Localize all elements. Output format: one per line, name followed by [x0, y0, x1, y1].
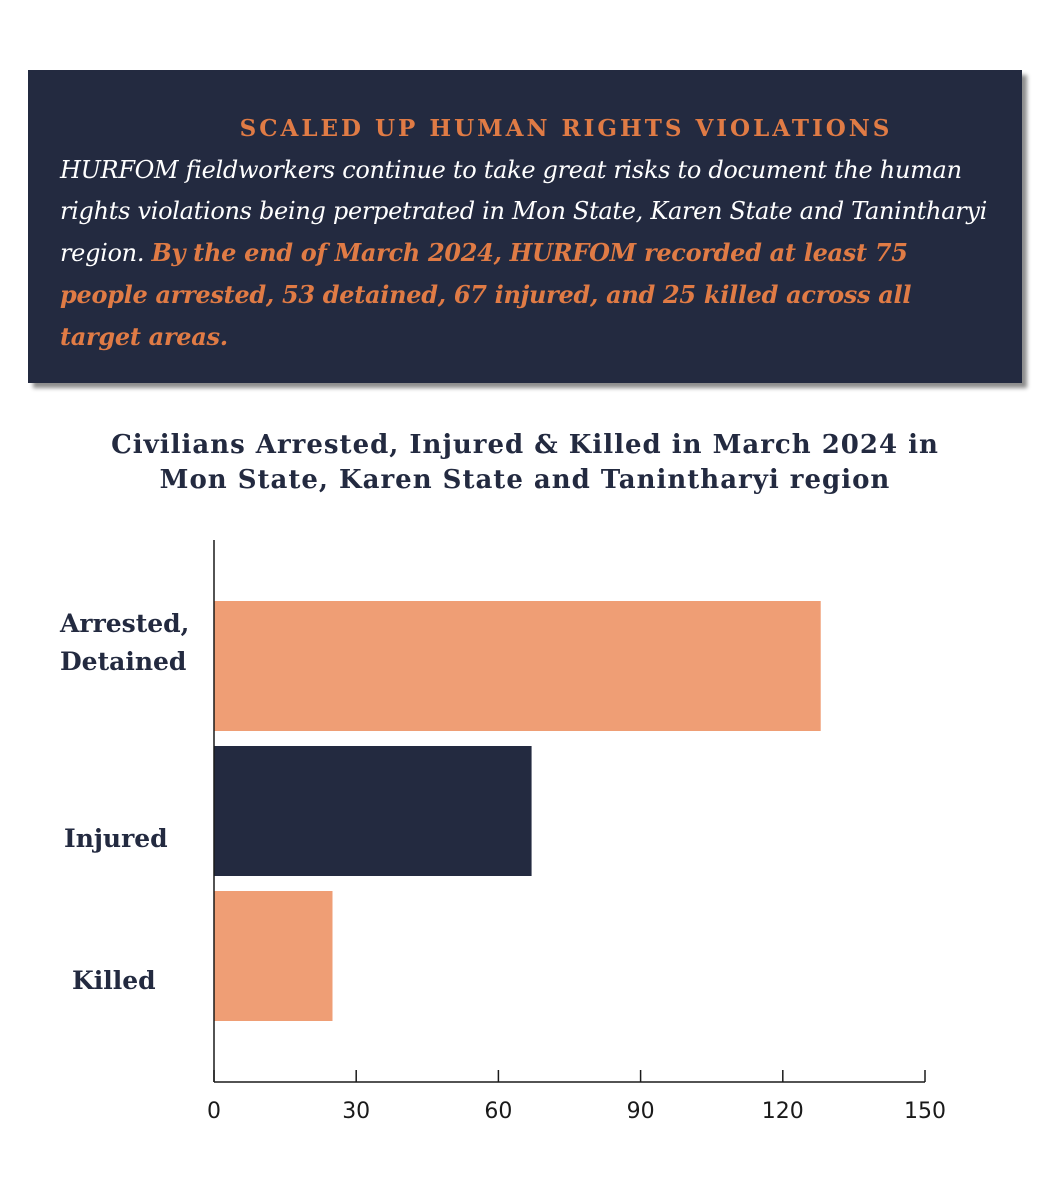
- x-tick-label-30: 30: [342, 1099, 370, 1124]
- info-box-text: HURFOM fieldworkers continue to take gre…: [60, 150, 992, 358]
- chart-title: Civilians Arrested, Injured & Killed in …: [0, 428, 1050, 498]
- chart-title-line-2: Mon State, Karen State and Tanintharyi r…: [159, 465, 891, 495]
- info-box-text-highlight: By the end of March 2024, HURFOM recorde…: [60, 238, 912, 351]
- bar-1: [214, 601, 821, 731]
- x-tick-label-120: 120: [762, 1099, 804, 1124]
- x-tick-label-60: 60: [484, 1099, 512, 1124]
- x-tick-label-90: 90: [627, 1099, 655, 1124]
- info-box: SCALED UP HUMAN RIGHTS VIOLATIONS HURFOM…: [28, 70, 1022, 383]
- category-label-2: Injured: [64, 824, 168, 853]
- category-label-1-line-2: Detained: [60, 647, 186, 676]
- chart-title-line-1: Civilians Arrested, Injured & Killed in …: [111, 430, 939, 460]
- info-box-text-plain: HURFOM fieldworkers continue to take gre…: [60, 156, 988, 267]
- bar-3: [214, 891, 333, 1021]
- bar-2: [214, 746, 532, 876]
- x-tick-label-0: 0: [207, 1099, 221, 1124]
- bar-chart: 0 30 60 90 120 150 Arrested, Detained Injured Kil…: [59, 540, 946, 1124]
- info-box-heading: SCALED UP HUMAN RIGHTS VIOLATIONS: [239, 115, 893, 142]
- category-label-3: Killed: [72, 966, 156, 995]
- category-label-1-line-1: Arrested,: [59, 609, 189, 638]
- x-tick-label-150: 150: [904, 1099, 946, 1124]
